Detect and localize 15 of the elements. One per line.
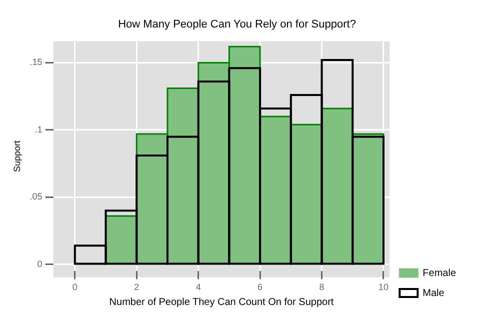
y-tick-label: .1 — [34, 124, 42, 134]
legend-label: Male — [422, 288, 445, 299]
x-tick-label: 4 — [196, 282, 201, 292]
x-tick-label: 10 — [378, 282, 388, 292]
x-axis-title: Number of People They Can Count On for Support — [109, 296, 334, 308]
y-tick-label: 0 — [37, 258, 42, 269]
y-tick-label: .15 — [30, 57, 42, 68]
x-tick-label: 8 — [319, 282, 324, 292]
x-tick-label: 2 — [134, 282, 140, 292]
x-tick-label: 0 — [72, 282, 78, 292]
y-axis-title: Support — [12, 140, 22, 172]
legend-label: Female — [422, 268, 456, 279]
y-tick-label: .05 — [30, 192, 42, 202]
chart-title: How Many People Can You Rely on for Support? — [118, 18, 356, 31]
x-tick-label: 6 — [258, 282, 263, 292]
